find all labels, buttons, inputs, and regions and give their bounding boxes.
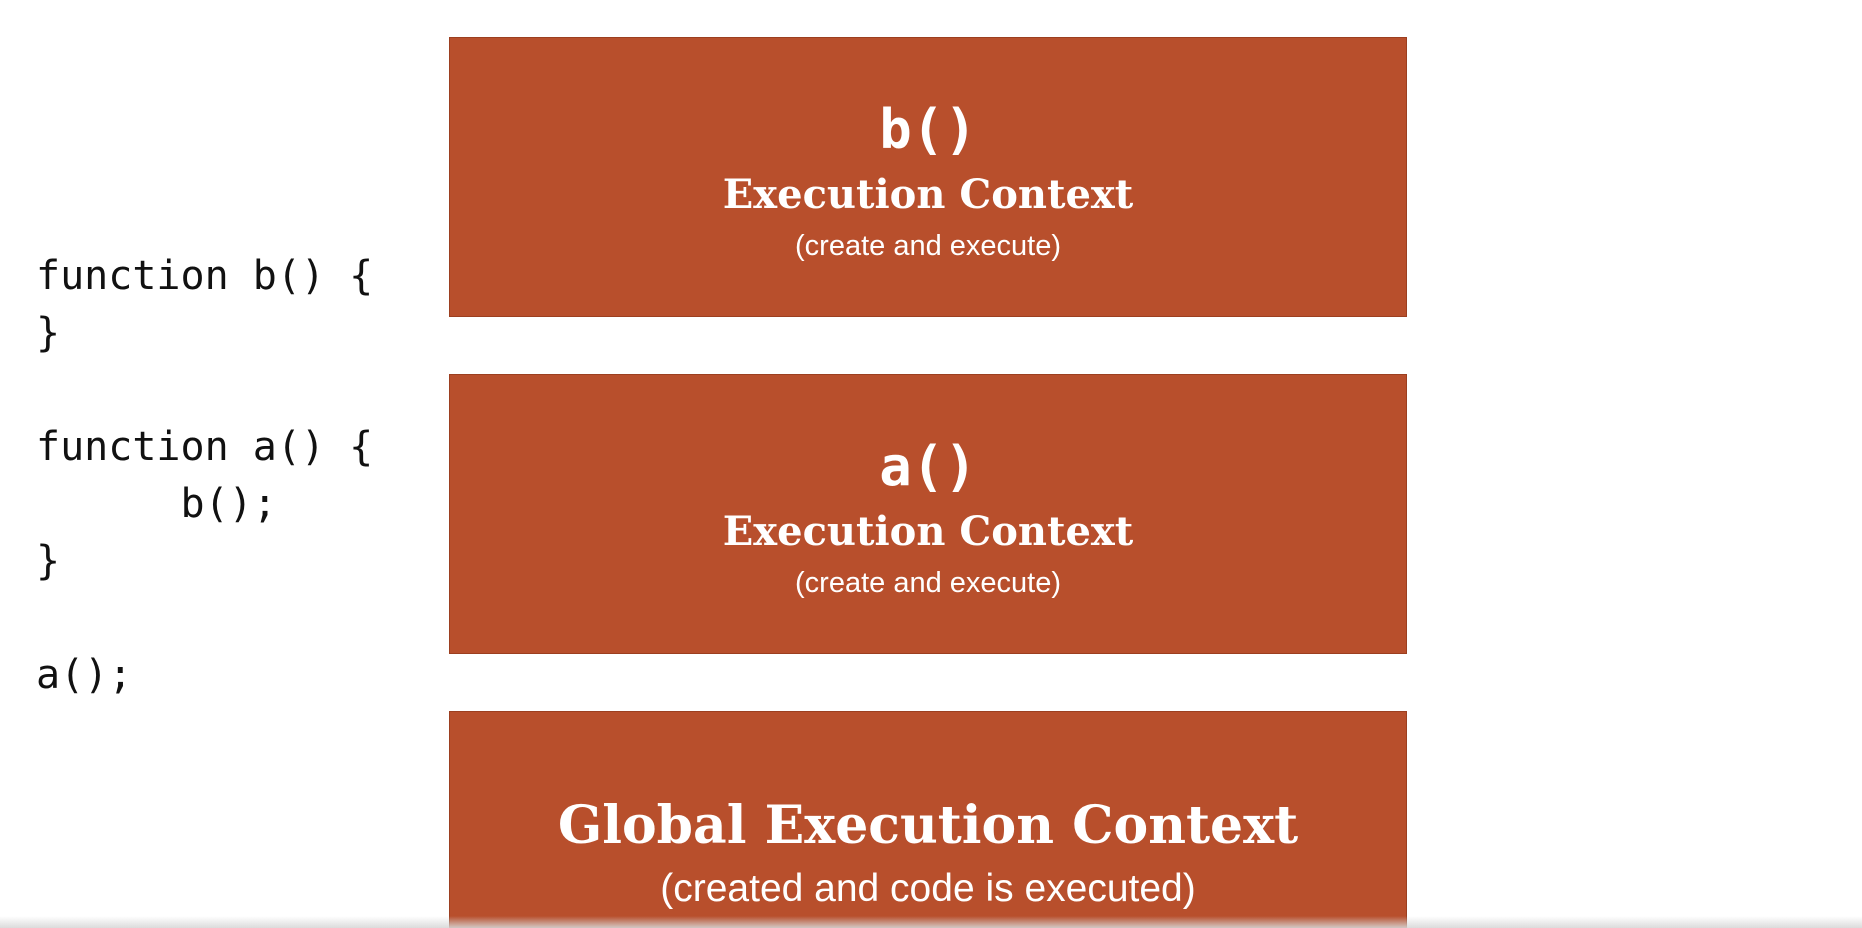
code-line [36, 362, 373, 419]
b-context-title: Execution Context [722, 171, 1134, 218]
bottom-edge-shadow [0, 916, 1862, 928]
code-sample: function b() {} function a() { b();} a(); [36, 248, 373, 704]
global-execution-context-box: Global Execution Context (created and co… [449, 711, 1407, 928]
b-context-subtitle: (create and execute) [795, 230, 1061, 262]
code-line: a(); [36, 652, 133, 698]
a-context-subtitle: (create and execute) [795, 567, 1061, 599]
a-context-name: a() [879, 435, 977, 498]
b-execution-context-box: b() Execution Context (create and execut… [449, 37, 1407, 317]
code-line: b(); [36, 481, 277, 527]
b-context-name: b() [879, 98, 977, 161]
a-context-title: Execution Context [722, 508, 1134, 555]
code-line: function a() { [36, 424, 374, 470]
global-context-subtitle: (created and code is executed) [660, 867, 1196, 910]
a-execution-context-box: a() Execution Context (create and execut… [449, 374, 1407, 654]
global-context-title: Global Execution Context [557, 795, 1299, 856]
code-line: } [36, 310, 61, 356]
code-line: } [36, 538, 61, 584]
code-line: function b() { [36, 253, 374, 299]
code-line [36, 590, 373, 647]
